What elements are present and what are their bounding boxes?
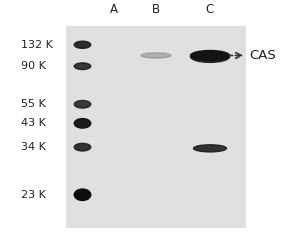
FancyBboxPatch shape	[66, 26, 246, 228]
Ellipse shape	[74, 189, 91, 200]
Text: 132 K: 132 K	[21, 40, 53, 50]
Text: 34 K: 34 K	[21, 142, 46, 152]
Text: 43 K: 43 K	[21, 118, 46, 128]
Ellipse shape	[190, 50, 230, 60]
Ellipse shape	[194, 145, 226, 152]
Ellipse shape	[141, 53, 171, 58]
Ellipse shape	[74, 63, 91, 70]
Text: A: A	[110, 3, 118, 16]
Ellipse shape	[74, 101, 91, 108]
Ellipse shape	[74, 41, 91, 48]
Text: 23 K: 23 K	[21, 190, 46, 200]
Ellipse shape	[74, 119, 91, 128]
Text: 90 K: 90 K	[21, 61, 46, 71]
Ellipse shape	[74, 143, 91, 151]
Text: 55 K: 55 K	[21, 99, 46, 109]
Ellipse shape	[190, 51, 230, 62]
Text: B: B	[152, 3, 160, 16]
Text: C: C	[206, 3, 214, 16]
Text: CAS: CAS	[249, 49, 276, 62]
